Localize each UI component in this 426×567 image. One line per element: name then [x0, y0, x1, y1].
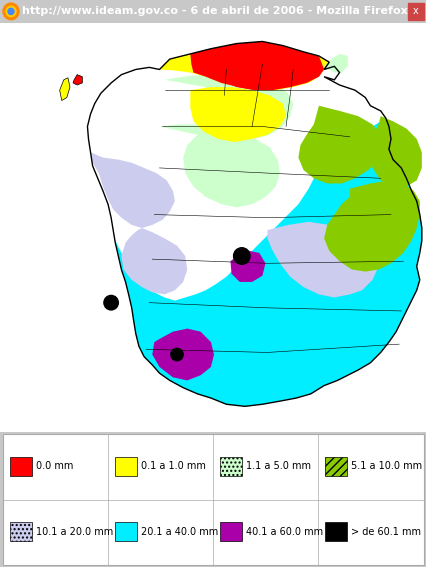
Polygon shape — [323, 54, 347, 73]
Polygon shape — [298, 105, 382, 184]
Polygon shape — [152, 329, 213, 380]
Bar — [10, 522, 32, 541]
Text: 5.1 a 10.0 mm: 5.1 a 10.0 mm — [350, 462, 421, 471]
Polygon shape — [190, 41, 323, 90]
Bar — [10, 457, 32, 476]
Text: 0.1 a 1.0 mm: 0.1 a 1.0 mm — [141, 462, 205, 471]
Polygon shape — [73, 75, 82, 85]
Text: 1.1 a 5.0 mm: 1.1 a 5.0 mm — [245, 462, 310, 471]
Bar — [219, 522, 242, 541]
Text: 20.1 a 40.0 mm: 20.1 a 40.0 mm — [141, 527, 218, 537]
Bar — [407, 3, 423, 20]
Polygon shape — [267, 222, 378, 298]
Text: 0.0 mm: 0.0 mm — [36, 462, 73, 471]
Polygon shape — [159, 124, 279, 208]
Text: http://www.ideam.gov.co - 6 de abril de 2006 - Mozilla Firefox: http://www.ideam.gov.co - 6 de abril de … — [22, 6, 407, 16]
Circle shape — [170, 348, 183, 361]
Bar — [115, 457, 137, 476]
Polygon shape — [164, 75, 293, 142]
Polygon shape — [369, 116, 421, 187]
Polygon shape — [60, 78, 70, 100]
Polygon shape — [230, 251, 265, 282]
Circle shape — [8, 9, 14, 15]
Bar — [219, 457, 242, 476]
Bar — [115, 522, 137, 541]
Circle shape — [233, 248, 250, 264]
Polygon shape — [190, 87, 285, 142]
Text: x: x — [412, 6, 418, 16]
Bar — [324, 457, 346, 476]
Bar — [324, 522, 346, 541]
Circle shape — [3, 3, 19, 20]
Polygon shape — [121, 228, 187, 294]
Polygon shape — [90, 153, 175, 228]
Polygon shape — [111, 118, 421, 407]
Text: 40.1 a 60.0 mm: 40.1 a 60.0 mm — [245, 527, 322, 537]
Text: 10.1 a 20.0 mm: 10.1 a 20.0 mm — [36, 527, 113, 537]
Circle shape — [104, 295, 118, 310]
Circle shape — [6, 6, 16, 16]
Text: > de 60.1 mm: > de 60.1 mm — [350, 527, 420, 537]
Polygon shape — [159, 41, 328, 90]
Polygon shape — [323, 180, 419, 272]
Polygon shape — [200, 54, 290, 90]
